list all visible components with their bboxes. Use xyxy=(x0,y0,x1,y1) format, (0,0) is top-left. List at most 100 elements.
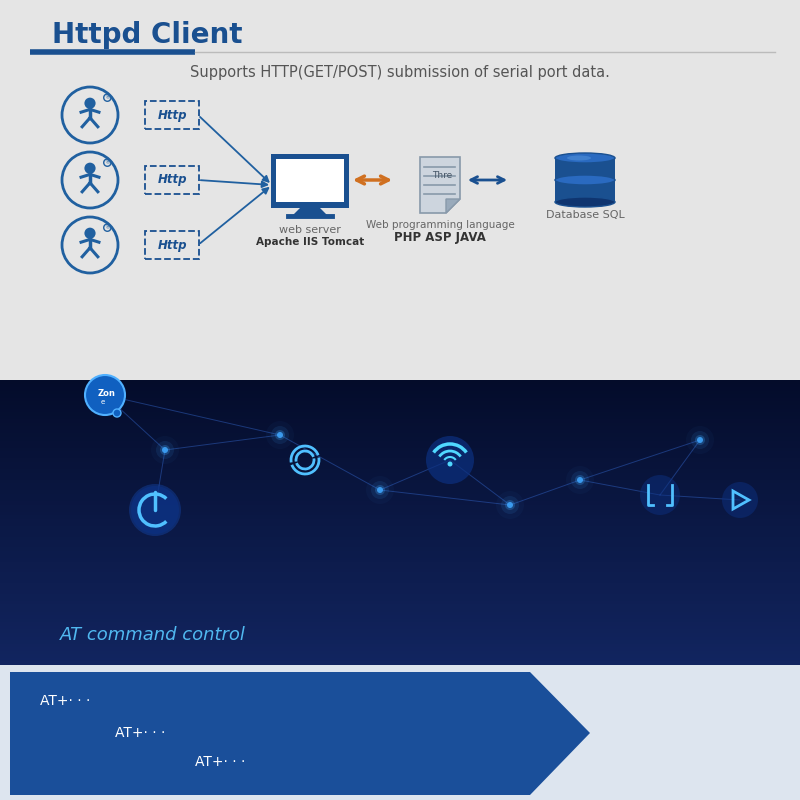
Polygon shape xyxy=(0,434,800,437)
Text: AT+· · ·: AT+· · · xyxy=(195,755,246,769)
Text: AT+· · ·: AT+· · · xyxy=(115,726,166,740)
Polygon shape xyxy=(0,501,800,505)
Polygon shape xyxy=(0,562,800,566)
Polygon shape xyxy=(0,569,800,572)
Polygon shape xyxy=(0,626,800,630)
Polygon shape xyxy=(0,665,800,800)
Polygon shape xyxy=(0,530,800,533)
Text: Http: Http xyxy=(158,109,186,122)
Polygon shape xyxy=(0,448,800,451)
Polygon shape xyxy=(0,512,800,515)
Text: ®: ® xyxy=(104,95,110,100)
Polygon shape xyxy=(0,455,800,458)
Polygon shape xyxy=(0,483,800,487)
Polygon shape xyxy=(0,615,800,618)
Polygon shape xyxy=(0,637,800,640)
Polygon shape xyxy=(0,383,800,387)
Circle shape xyxy=(505,500,515,510)
Ellipse shape xyxy=(555,197,615,207)
Circle shape xyxy=(640,475,680,515)
Circle shape xyxy=(571,471,589,489)
Circle shape xyxy=(691,431,709,449)
Polygon shape xyxy=(0,437,800,441)
Polygon shape xyxy=(0,498,800,501)
Circle shape xyxy=(447,462,453,466)
Circle shape xyxy=(377,487,383,493)
Polygon shape xyxy=(0,605,800,608)
Ellipse shape xyxy=(555,175,615,185)
Polygon shape xyxy=(0,419,800,422)
Polygon shape xyxy=(0,466,800,469)
Polygon shape xyxy=(555,158,615,202)
Text: e: e xyxy=(101,399,105,405)
Circle shape xyxy=(85,98,96,109)
Polygon shape xyxy=(271,154,349,208)
Circle shape xyxy=(131,486,179,534)
Text: Supports HTTP(GET/POST) submission of serial port data.: Supports HTTP(GET/POST) submission of se… xyxy=(190,65,610,79)
Polygon shape xyxy=(0,444,800,448)
Polygon shape xyxy=(0,494,800,498)
Polygon shape xyxy=(0,487,800,490)
Polygon shape xyxy=(0,387,800,390)
Polygon shape xyxy=(0,380,800,383)
Polygon shape xyxy=(0,508,800,512)
Circle shape xyxy=(375,485,385,495)
Circle shape xyxy=(577,477,583,483)
Text: ®: ® xyxy=(104,160,110,165)
Polygon shape xyxy=(0,505,800,508)
Polygon shape xyxy=(0,537,800,540)
Polygon shape xyxy=(0,644,800,647)
Circle shape xyxy=(695,435,705,445)
Polygon shape xyxy=(0,658,800,662)
Polygon shape xyxy=(0,583,800,586)
Polygon shape xyxy=(0,633,800,637)
Text: Web programming language: Web programming language xyxy=(366,220,514,230)
Circle shape xyxy=(85,375,125,415)
Ellipse shape xyxy=(555,153,615,163)
Polygon shape xyxy=(0,654,800,658)
Polygon shape xyxy=(0,608,800,611)
Polygon shape xyxy=(0,490,800,494)
Circle shape xyxy=(160,445,170,455)
Circle shape xyxy=(501,496,519,514)
Polygon shape xyxy=(0,544,800,547)
Circle shape xyxy=(275,430,285,440)
Text: ®: ® xyxy=(104,225,110,230)
Circle shape xyxy=(162,447,168,453)
Ellipse shape xyxy=(567,155,591,161)
Circle shape xyxy=(722,482,758,518)
Polygon shape xyxy=(0,426,800,430)
Circle shape xyxy=(129,484,181,536)
Text: AT+· · ·: AT+· · · xyxy=(40,694,90,708)
Polygon shape xyxy=(0,412,800,416)
Polygon shape xyxy=(0,402,800,405)
Polygon shape xyxy=(0,547,800,551)
Text: Database SQL: Database SQL xyxy=(546,210,624,220)
Text: Zon: Zon xyxy=(98,389,116,398)
Polygon shape xyxy=(0,630,800,633)
Polygon shape xyxy=(0,594,800,598)
Polygon shape xyxy=(0,611,800,615)
Text: Apache IIS Tomcat: Apache IIS Tomcat xyxy=(256,237,364,247)
Circle shape xyxy=(697,437,703,443)
Circle shape xyxy=(271,426,289,444)
Polygon shape xyxy=(292,208,328,216)
Circle shape xyxy=(507,502,513,508)
Polygon shape xyxy=(0,451,800,455)
Circle shape xyxy=(85,162,96,174)
Polygon shape xyxy=(0,416,800,419)
Polygon shape xyxy=(0,519,800,522)
Polygon shape xyxy=(0,522,800,526)
Polygon shape xyxy=(0,441,800,444)
Polygon shape xyxy=(0,480,800,483)
Text: PHP ASP JAVA: PHP ASP JAVA xyxy=(394,230,486,243)
Polygon shape xyxy=(0,640,800,644)
Text: Thre: Thre xyxy=(432,170,452,179)
Polygon shape xyxy=(0,576,800,579)
Polygon shape xyxy=(0,526,800,530)
Text: Http: Http xyxy=(158,174,186,186)
Polygon shape xyxy=(0,458,800,462)
Polygon shape xyxy=(0,0,800,380)
Polygon shape xyxy=(0,662,800,665)
Text: Http: Http xyxy=(158,238,186,251)
